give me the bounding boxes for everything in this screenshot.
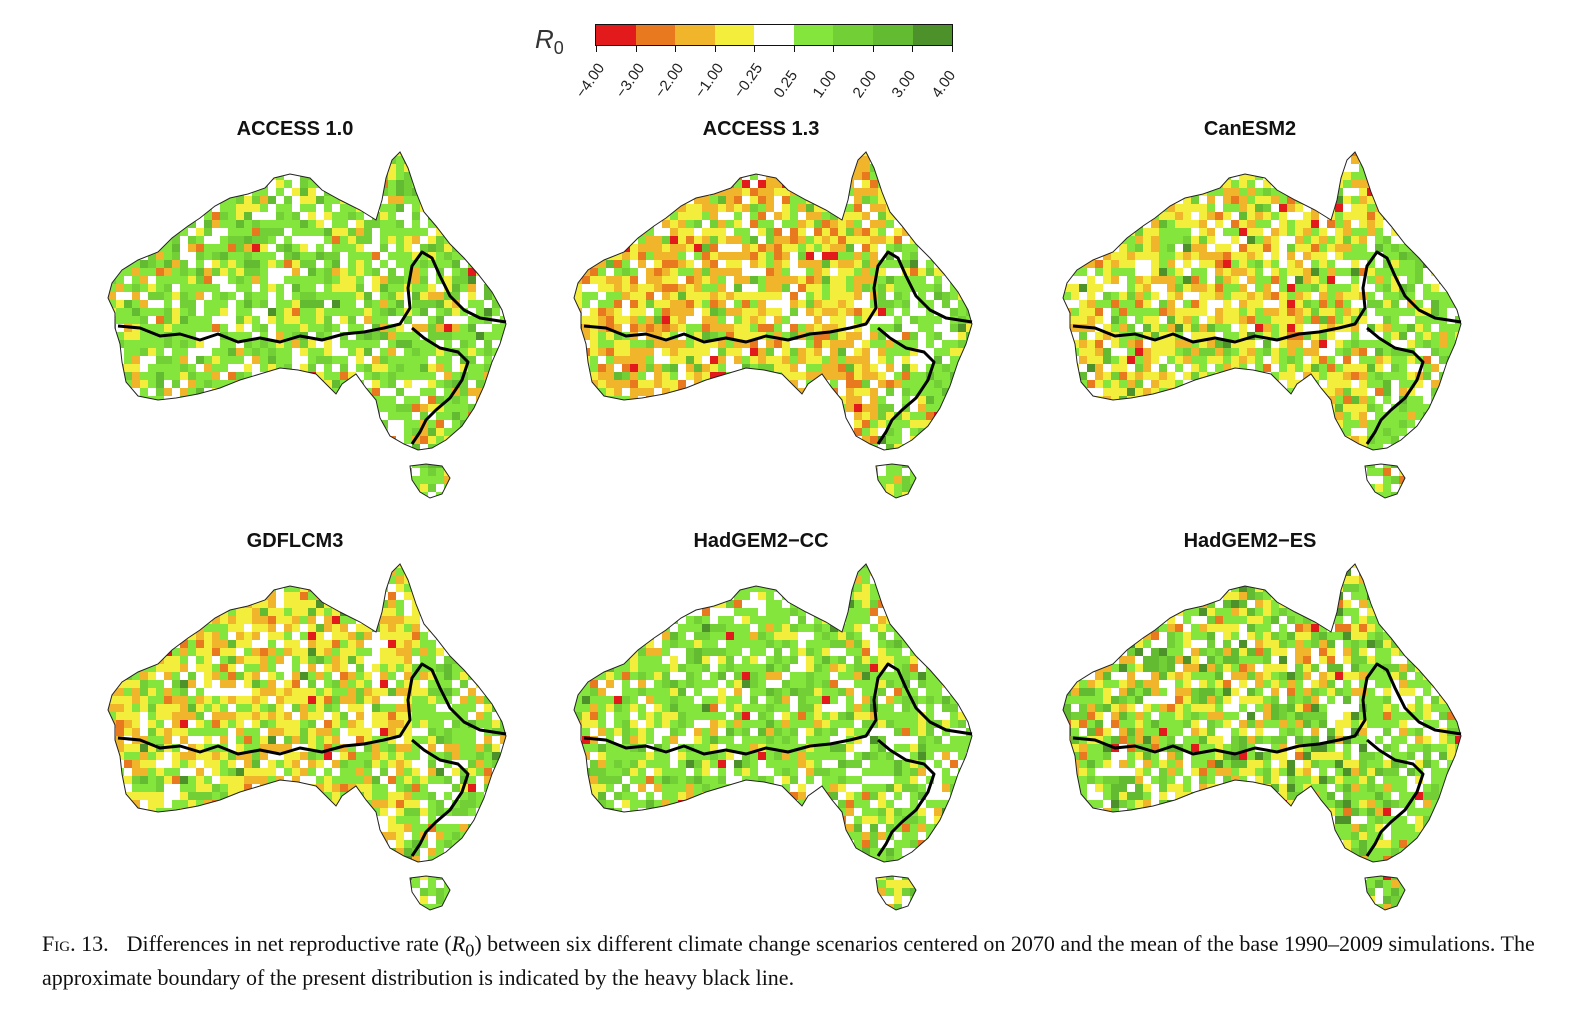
australia-map	[107, 563, 507, 911]
legend-tick-label: −2.00	[651, 60, 688, 102]
legend-swatch	[833, 25, 873, 45]
australia-map	[1062, 151, 1462, 499]
color-legend: R0 −4.00 −3.00 −2.00 −1.00 −0.25 0.25 1.00 2.00…	[525, 18, 985, 113]
legend-tick-label: −3.00	[612, 60, 648, 102]
panel-title: CanESM2	[1203, 118, 1297, 140]
legend-tick	[754, 46, 756, 52]
panel-title: ACCESS 1.3	[702, 118, 820, 140]
coastline	[1062, 563, 1462, 863]
tasmania-coastline	[409, 875, 451, 911]
r0-difference-grid	[1063, 564, 1461, 910]
australia-map	[573, 563, 973, 911]
legend-swatch	[793, 25, 834, 45]
coastline	[107, 151, 507, 451]
legend-tick	[675, 46, 677, 52]
legend-tick	[635, 46, 637, 52]
coastline	[573, 151, 973, 451]
tasmania-coastline	[875, 875, 917, 911]
legend-tick	[872, 46, 874, 52]
legend-tick	[912, 46, 914, 52]
coastline	[573, 563, 973, 863]
legend-tick-label: 3.00	[888, 67, 920, 102]
legend-tick-label: −4.00	[572, 60, 609, 102]
distribution-boundary-line	[1072, 662, 1462, 857]
australia-map	[107, 151, 507, 499]
legend-swatch	[596, 25, 636, 45]
map-panel: HadGEM2−ES	[1015, 530, 1485, 920]
caption-text-before: Differences in net reproductive rate (	[126, 931, 452, 956]
caption-symbol: R	[451, 931, 466, 956]
legend-tick	[833, 46, 835, 52]
distribution-boundary-line	[1072, 250, 1462, 445]
panel-title: HadGEM2−CC	[693, 530, 829, 552]
tasmania-coastline	[1364, 875, 1406, 911]
legend-tick	[596, 46, 597, 52]
legend-swatch	[714, 25, 755, 45]
r0-difference-grid	[1063, 152, 1461, 498]
caption-text-after: ) between six different climate change s…	[42, 931, 1535, 991]
distribution-boundary-line	[117, 662, 507, 857]
panel-title: HadGEM2−ES	[1183, 530, 1317, 552]
legend-tick-label: 1.00	[809, 67, 841, 102]
legend-tick-label: 0.25	[770, 67, 801, 102]
legend-swatch	[675, 25, 715, 45]
r0-difference-grid	[574, 564, 972, 910]
legend-color-bar	[595, 24, 953, 46]
legend-swatch	[872, 25, 913, 45]
legend-tick-label: 2.00	[849, 67, 881, 102]
map-panel: CanESM2	[1015, 118, 1485, 508]
caption-symbol-sub: 0	[465, 940, 475, 961]
legend-tick	[952, 46, 953, 52]
legend-tick-label: 4.00	[928, 67, 960, 102]
legend-swatch	[635, 25, 676, 45]
distribution-boundary-line	[583, 662, 973, 857]
coastline	[1062, 151, 1462, 451]
coastline	[107, 563, 507, 863]
r0-difference-grid	[108, 564, 506, 910]
legend-tick-label: −0.25	[730, 60, 767, 102]
map-panel: ACCESS 1.0	[60, 118, 530, 508]
figure-label: Fig. 13.	[42, 931, 109, 956]
australia-map	[573, 151, 973, 499]
tasmania-coastline	[875, 463, 917, 499]
map-panel: GDFLCM3	[60, 530, 530, 920]
legend-tick	[793, 46, 795, 52]
distribution-boundary-line	[117, 250, 507, 445]
tasmania-coastline	[409, 463, 451, 499]
tasmania-coastline	[1364, 463, 1406, 499]
map-panel: HadGEM2−CC	[526, 530, 996, 920]
legend-swatch	[912, 25, 953, 45]
r0-difference-grid	[574, 152, 972, 498]
legend-symbol: R0	[535, 24, 564, 59]
panel-title: ACCESS 1.0	[236, 118, 354, 140]
map-panel: ACCESS 1.3	[526, 118, 996, 508]
distribution-boundary-line	[583, 250, 973, 445]
figure-caption: Fig. 13. Differences in net reproductive …	[42, 930, 1552, 992]
australia-map	[1062, 563, 1462, 911]
legend-tick	[714, 46, 716, 52]
r0-difference-grid	[108, 152, 506, 498]
legend-tick-label: −1.00	[691, 60, 727, 102]
legend-swatch	[754, 25, 794, 45]
panel-title: GDFLCM3	[246, 530, 344, 552]
